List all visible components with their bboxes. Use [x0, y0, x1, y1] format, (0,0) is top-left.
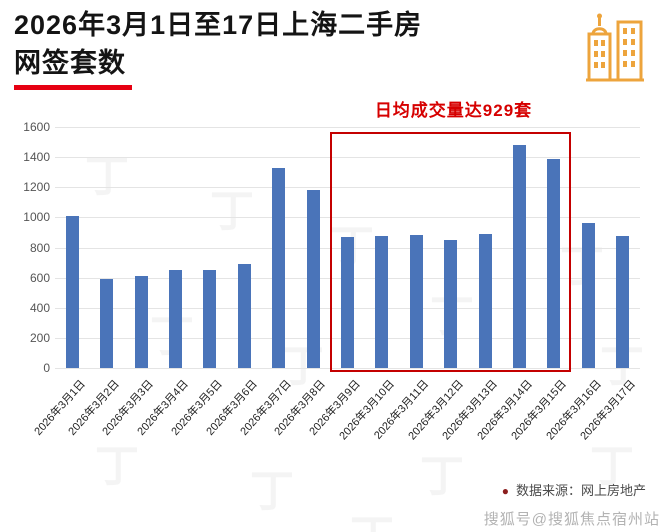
source-bullet-icon: ● — [501, 484, 509, 498]
bar-slot — [296, 127, 330, 368]
bar-slot — [399, 127, 433, 368]
bar-2026年3月2日 — [100, 279, 114, 368]
y-tick-label: 1600 — [23, 120, 50, 134]
y-tick-label: 1000 — [23, 210, 50, 225]
bar-slot — [330, 127, 364, 368]
bars-container — [55, 127, 640, 368]
bar-2026年3月1日 — [65, 215, 79, 368]
buildings-icon — [584, 10, 646, 89]
bar-2026年3月5日 — [203, 270, 217, 368]
bar-2026年3月14日 — [512, 145, 526, 368]
bar-2026年3月13日 — [478, 233, 492, 368]
bar-2026年3月6日 — [237, 264, 251, 368]
bar-slot — [468, 127, 502, 368]
gridline — [55, 187, 640, 189]
highlight-range-box — [330, 132, 572, 372]
bar-slot — [502, 127, 536, 368]
y-tick-label: 0 — [43, 361, 50, 375]
y-tick-label: 400 — [29, 300, 50, 315]
sohu-watermark: 搜狐号@搜狐焦点宿州站 — [483, 511, 660, 528]
gridline — [55, 217, 640, 219]
bar-2026年3月7日 — [272, 167, 286, 368]
gridline — [55, 157, 640, 159]
x-axis-labels: 2026年3月1日 2026年3月2日 2026年3月3日 2026年3月4日 2026… — [32, 368, 640, 458]
bar-2026年3月8日 — [306, 190, 320, 368]
bar-chart-plot-area — [55, 127, 640, 372]
bar-slot — [365, 127, 399, 368]
watermark-char: 丁 — [250, 455, 294, 519]
page-title: 2026年3月1日至17日上海二手房 网签套数 — [14, 6, 422, 90]
bar-2026年3月15日 — [547, 158, 561, 368]
bar-slot — [158, 127, 192, 368]
y-tick-label: 200 — [29, 330, 50, 345]
bar-slot — [433, 127, 467, 368]
bar-slot — [193, 127, 227, 368]
bar-2026年3月11日 — [409, 235, 423, 368]
source-text: 数据来源：网上房地产 — [515, 483, 646, 498]
page-title-line2: 网签套数 — [14, 48, 126, 78]
bar-slot — [606, 127, 640, 368]
page-title-line1: 2026年3月1日至17日上海二手房 — [14, 10, 423, 40]
data-source-note: ● 数据来源：网上房地产 — [502, 480, 646, 499]
y-axis-labels: 0 200 400 600 800 1000 1200 1400 1600 — [6, 120, 50, 375]
bar-2026年3月12日 — [444, 239, 458, 368]
bar-slot — [89, 127, 123, 368]
title-underline — [14, 85, 132, 90]
y-tick-label: 1200 — [23, 180, 50, 195]
bar-2026年3月9日 — [340, 236, 354, 368]
watermark-char: 丁 — [350, 500, 394, 532]
y-tick-label: 800 — [29, 240, 50, 255]
gridline — [55, 127, 640, 128]
bar-slot — [124, 127, 158, 368]
bar-slot — [227, 127, 261, 368]
bar-2026年3月3日 — [134, 276, 148, 368]
bar-2026年3月16日 — [581, 223, 595, 368]
average-annotation: 日均成交量达929套 — [374, 101, 533, 120]
bar-slot — [261, 127, 295, 368]
gridline — [55, 368, 640, 369]
y-tick-label: 1400 — [23, 150, 50, 165]
bar-slot — [571, 127, 605, 368]
bar-2026年3月10日 — [375, 236, 389, 368]
bar-2026年3月4日 — [168, 270, 182, 368]
bar-slot — [537, 127, 571, 368]
y-tick-label: 600 — [29, 270, 50, 285]
bar-slot — [55, 127, 89, 368]
bar-2026年3月17日 — [616, 236, 630, 368]
